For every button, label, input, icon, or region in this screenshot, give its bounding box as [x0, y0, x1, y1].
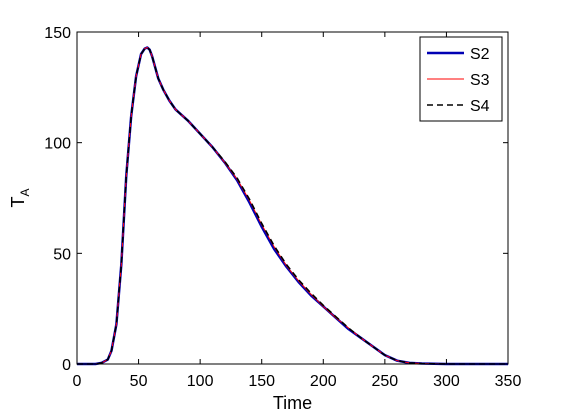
x-tick-label: 300 — [433, 373, 460, 390]
plot-frame — [76, 31, 509, 365]
x-tick-label: 100 — [187, 373, 214, 390]
legend-label-s3: S3 — [470, 72, 490, 89]
y-tick-label: 0 — [62, 357, 71, 374]
x-tick-label: 150 — [248, 373, 275, 390]
x-tick-label: 350 — [495, 373, 522, 390]
legend-label-s4: S4 — [470, 98, 490, 115]
x-tick-label: 0 — [73, 373, 82, 390]
y-axis-label: TA — [8, 188, 32, 207]
x-tick-label: 200 — [310, 373, 337, 390]
x-tick-label: 50 — [130, 373, 148, 390]
tick-layer: 0 50 100 150 200 250 300 350 0 50 100 150 — [44, 25, 521, 390]
x-axis-label: Time — [273, 393, 312, 413]
y-axis-label-main: T — [8, 197, 28, 208]
series-layer — [77, 46, 508, 366]
legend: S2 S3 S4 — [419, 36, 503, 122]
y-tick-label: 50 — [53, 246, 71, 263]
legend-label-s2: S2 — [470, 46, 490, 63]
y-tick-label: 150 — [44, 25, 71, 42]
y-tick-label: 100 — [44, 136, 71, 153]
y-axis-label-subscript: A — [18, 188, 32, 196]
x-tick-label: 250 — [372, 373, 399, 390]
series-line-s4 — [77, 46, 508, 365]
